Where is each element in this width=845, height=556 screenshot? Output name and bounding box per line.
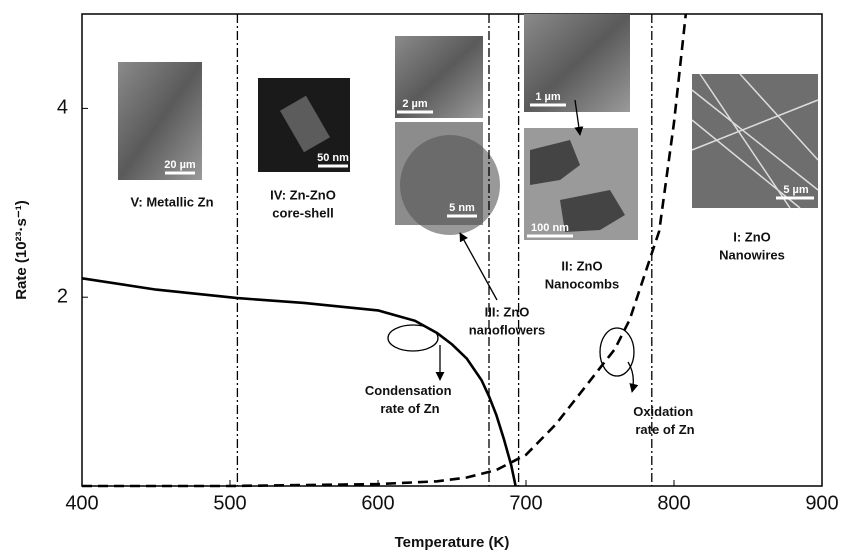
annotation: nanoflowers [469,322,546,337]
curve-label: Condensation rate of Zn [365,383,455,416]
y-tick-label: 4 [57,97,68,119]
annotation: I: ZnO [733,229,771,244]
scale-bar-label: 1 µm [535,91,561,103]
x-tick-label: 700 [509,492,542,514]
scale-bar-label: 100 nm [531,222,569,234]
x-tick-label: 800 [657,492,690,514]
annotation: Nanowires [719,247,785,262]
scale-bar-label: 20 µm [164,159,196,171]
annotation: Nanocombs [545,276,619,291]
scale-bar-label: 5 µm [783,184,809,196]
y-axis-label: Rate (10²³·s⁻¹) [13,200,30,300]
chart: Temperature (K) Rate (10²³·s⁻¹) 400 500 60… [0,0,845,556]
y-tick-label: 2 [57,285,68,307]
scale-bar-label: 5 nm [449,202,475,214]
annotation: core-shell [272,205,333,220]
x-tick-label: 900 [805,492,838,514]
callout-ellipse [600,328,634,376]
scale-bar-label: 2 µm [402,98,428,110]
x-tick-label: 600 [361,492,394,514]
scale-bar-label: 50 nm [317,152,349,164]
inset-feature [400,135,500,235]
x-tick-label: 500 [213,492,246,514]
x-axis-label: Temperature (K) [395,534,510,551]
x-tick-label: 400 [65,492,98,514]
arrow [628,362,633,392]
annotation: IV: Zn-ZnO [270,187,336,202]
data-line [82,278,516,486]
annotation: III: ZnO [485,304,530,319]
annotation: II: ZnO [561,258,602,273]
annotation: V: Metallic Zn [130,194,213,209]
arrow [460,233,497,300]
curve-label: Oxidation rate of Zn [633,404,697,437]
